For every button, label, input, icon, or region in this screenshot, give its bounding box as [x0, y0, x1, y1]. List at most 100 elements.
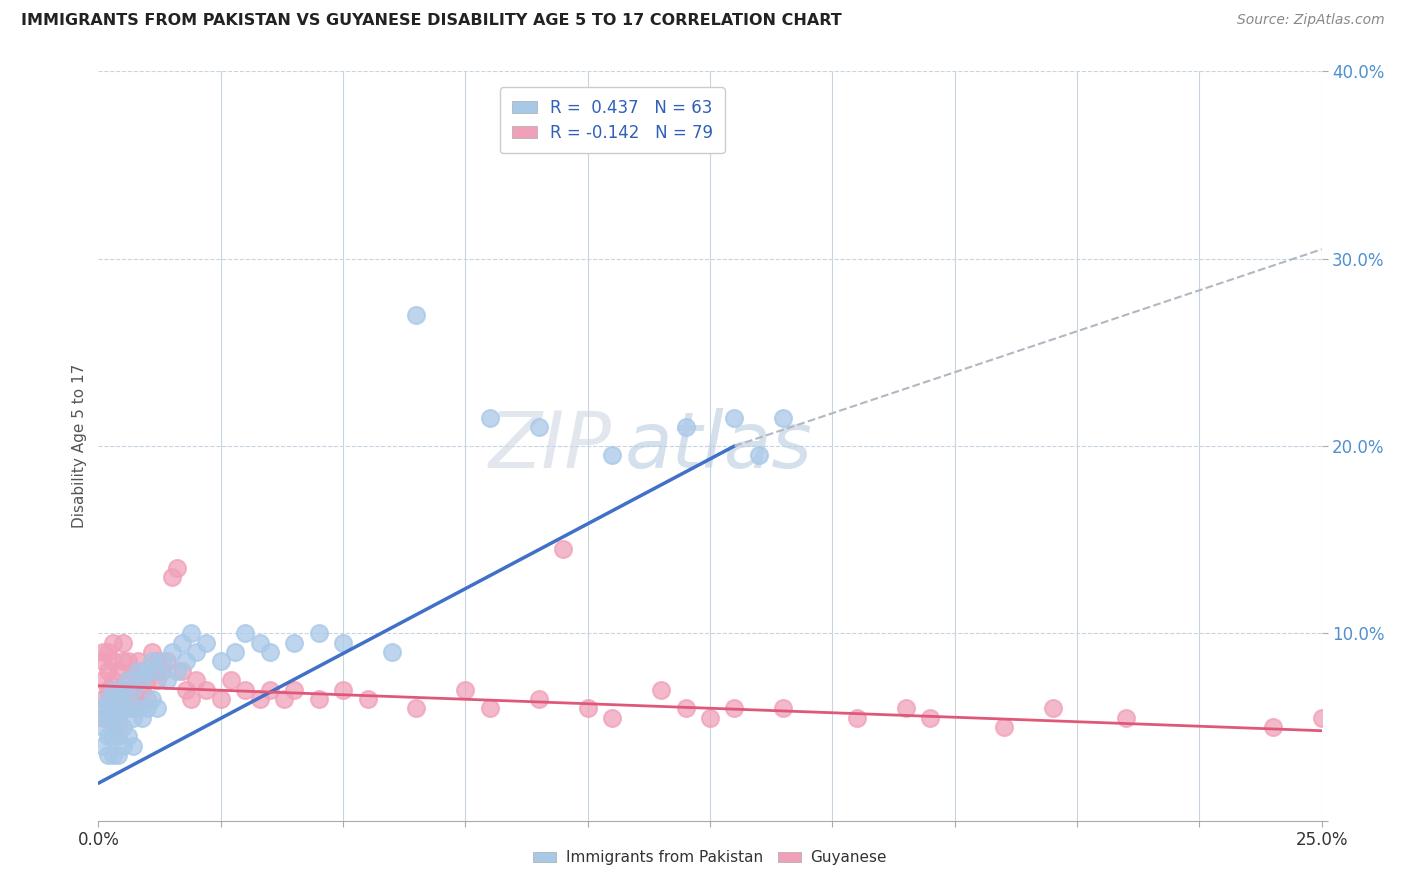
Point — [308, 626, 330, 640]
Point — [131, 710, 153, 724]
Point — [131, 673, 153, 688]
Point — [117, 655, 139, 669]
Point — [405, 701, 427, 715]
Point — [97, 710, 120, 724]
Point — [993, 720, 1015, 734]
Point — [454, 682, 477, 697]
Point — [723, 701, 745, 715]
Point — [233, 626, 256, 640]
Point — [156, 673, 179, 688]
Point — [381, 645, 404, 659]
Point — [224, 645, 246, 659]
Point — [131, 682, 153, 697]
Point — [176, 655, 198, 669]
Point — [478, 701, 501, 715]
Point — [249, 635, 271, 649]
Point — [141, 664, 163, 678]
Point — [127, 673, 149, 688]
Point — [332, 682, 354, 697]
Point — [160, 645, 183, 659]
Point — [150, 664, 173, 678]
Point — [101, 682, 124, 697]
Point — [97, 682, 120, 697]
Point — [405, 308, 427, 322]
Point — [170, 664, 193, 678]
Point — [1115, 710, 1137, 724]
Point — [195, 682, 218, 697]
Point — [91, 701, 114, 715]
Point — [141, 692, 163, 706]
Point — [97, 692, 120, 706]
Point — [160, 570, 183, 584]
Point — [209, 692, 232, 706]
Point — [101, 692, 124, 706]
Point — [101, 747, 124, 762]
Point — [97, 747, 120, 762]
Point — [259, 645, 281, 659]
Point — [121, 664, 143, 678]
Point — [111, 682, 134, 697]
Point — [249, 692, 271, 706]
Point — [111, 701, 134, 715]
Point — [101, 673, 124, 688]
Point — [1261, 720, 1284, 734]
Point — [91, 720, 114, 734]
Point — [283, 635, 305, 649]
Point — [146, 701, 169, 715]
Point — [107, 701, 129, 715]
Point — [166, 561, 188, 575]
Point — [146, 673, 169, 688]
Point — [121, 682, 143, 697]
Point — [141, 655, 163, 669]
Point — [675, 701, 697, 715]
Point — [176, 682, 198, 697]
Point — [127, 655, 149, 669]
Point — [97, 701, 120, 715]
Point — [111, 701, 134, 715]
Point — [101, 710, 124, 724]
Point — [576, 701, 599, 715]
Point — [894, 701, 917, 715]
Point — [91, 673, 114, 688]
Point — [150, 655, 173, 669]
Point — [97, 645, 120, 659]
Point — [107, 747, 129, 762]
Point — [91, 710, 114, 724]
Point — [233, 682, 256, 697]
Point — [146, 655, 169, 669]
Point — [117, 673, 139, 688]
Point — [259, 682, 281, 697]
Point — [136, 673, 159, 688]
Point — [356, 692, 378, 706]
Point — [772, 701, 794, 715]
Point — [97, 664, 120, 678]
Point — [219, 673, 242, 688]
Point — [136, 664, 159, 678]
Point — [97, 701, 120, 715]
Point — [107, 720, 129, 734]
Point — [91, 739, 114, 753]
Point — [772, 411, 794, 425]
Point — [553, 542, 575, 557]
Point — [650, 682, 672, 697]
Point — [91, 645, 114, 659]
Point — [283, 682, 305, 697]
Point — [699, 710, 721, 724]
Point — [920, 710, 942, 724]
Point — [107, 692, 129, 706]
Point — [1042, 701, 1064, 715]
Point — [273, 692, 295, 706]
Point — [107, 682, 129, 697]
Point — [107, 710, 129, 724]
Point — [748, 449, 770, 463]
Point — [141, 645, 163, 659]
Point — [308, 692, 330, 706]
Point — [121, 682, 143, 697]
Point — [117, 701, 139, 715]
Text: IMMIGRANTS FROM PAKISTAN VS GUYANESE DISABILITY AGE 5 TO 17 CORRELATION CHART: IMMIGRANTS FROM PAKISTAN VS GUYANESE DIS… — [21, 13, 842, 29]
Point — [91, 655, 114, 669]
Point — [101, 710, 124, 724]
Point — [180, 626, 202, 640]
Text: ZIP: ZIP — [489, 408, 612, 484]
Point — [107, 730, 129, 744]
